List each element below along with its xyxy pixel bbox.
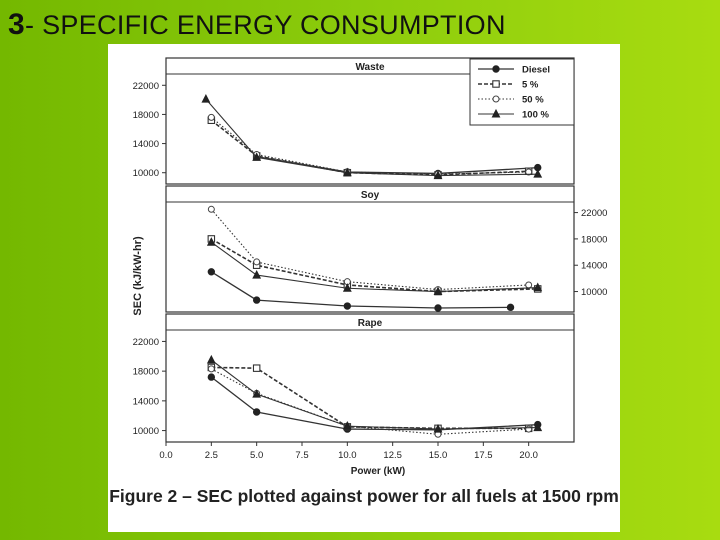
legend-marker [492, 95, 500, 103]
rape-series-100-point [252, 389, 262, 398]
waste-panel: Waste 10000 14000 18000 22000 Diesel 5 % 50 % 10… [133, 57, 575, 185]
soy-panel-title: Soy [361, 190, 380, 201]
waste-series-100-point [342, 167, 352, 177]
waste-series-50-point [207, 113, 215, 121]
sec-chart: SEC (kJ/kW-hr) Power (kW) Waste 10000 1400… [132, 57, 607, 477]
rape-panel-frame [165, 313, 575, 443]
x-tick-label: 10.0 [338, 450, 357, 461]
waste-y-tick-label: 22000 [133, 81, 159, 92]
legend: Diesel 5 % 50 % 100 % [469, 58, 575, 126]
rape-series-5-point [252, 364, 261, 372]
soy-series-50-point [207, 205, 215, 213]
soy-series-diesel-point [207, 268, 216, 276]
x-tick-label: 5.0 [250, 450, 263, 461]
slide-title: 3- SPECIFIC ENERGY CONSUMPTION [8, 8, 506, 42]
x-tick-label: 17.5 [474, 450, 493, 461]
waste-series-100-point [533, 169, 543, 178]
waste-series-100-point [433, 170, 443, 180]
slide-title-text: - SPECIFIC ENERGY CONSUMPTION [25, 10, 506, 40]
rape-series-100-point [533, 422, 543, 432]
waste-series-100-point [201, 94, 211, 103]
rape-series-100-point [433, 423, 443, 433]
soy-panel-frame [165, 185, 575, 313]
soy-series-100-point [342, 283, 352, 292]
slide-title-number: 3 [8, 8, 25, 41]
soy-panel: Soy 10000 14000 18000 22000 [165, 185, 607, 313]
soy-y-tick-label: 18000 [581, 234, 607, 245]
legend-entry: 5 % [522, 80, 539, 91]
soy-series-diesel-point [343, 302, 352, 310]
soy-y-tick-label: 14000 [581, 261, 607, 272]
x-tick-label: 7.5 [295, 450, 308, 461]
x-axis-label: Power (kW) [351, 466, 405, 477]
soy-y-tick-label: 10000 [581, 287, 607, 298]
waste-series-5-line [210, 119, 529, 176]
waste-panel-title: Waste [355, 62, 385, 73]
legend-entry: Diesel [522, 65, 550, 76]
waste-series-100-point [252, 152, 262, 161]
rape-panel-title: Rape [358, 318, 383, 329]
legend-marker [491, 108, 501, 118]
x-tick-label: 12.5 [383, 450, 402, 461]
soy-y-tick-label: 22000 [581, 208, 607, 219]
x-tick-label: 0.0 [159, 450, 172, 461]
figure-caption: Figure 2 – SEC plotted against power for… [109, 486, 619, 506]
x-tick-label: 2.5 [205, 450, 218, 461]
rape-series-diesel-point [207, 373, 216, 381]
rape-series-50-point [525, 425, 533, 433]
rape-series-100-point [206, 354, 216, 364]
soy-series-diesel-point [506, 303, 515, 312]
rape-series-50-point [207, 365, 215, 373]
soy-series-diesel-point [434, 304, 442, 312]
rape-y-tick-label: 22000 [133, 337, 159, 348]
legend-marker [492, 65, 500, 73]
legend-marker [492, 80, 500, 88]
rape-series-diesel-point [252, 408, 261, 416]
rape-panel: Rape 10000 14000 18000 22000 [133, 313, 575, 443]
rape-series-100-point [342, 421, 352, 430]
waste-y-tick-label: 18000 [133, 110, 159, 121]
soy-series-100-point [433, 286, 443, 296]
waste-series-50-point [525, 168, 533, 176]
y-axis-label: SEC (kJ/kW-hr) [132, 236, 144, 316]
x-tick-label: 15.0 [429, 450, 448, 461]
rape-y-tick-label: 14000 [133, 396, 159, 407]
soy-series-50-point [525, 281, 533, 289]
waste-y-tick-label: 10000 [133, 168, 159, 179]
soy-series-100-point [252, 270, 262, 279]
legend-entry: 100 % [522, 110, 549, 121]
soy-series-100-point [533, 282, 543, 292]
rape-y-tick-label: 10000 [133, 426, 159, 437]
soy-series-diesel-point [252, 296, 261, 304]
rape-y-tick-label: 18000 [133, 367, 159, 378]
legend-entry: 50 % [522, 95, 544, 106]
x-tick-label: 20.0 [519, 450, 538, 461]
waste-y-tick-label: 14000 [133, 139, 159, 150]
figure-panel: SEC (kJ/kW-hr) Power (kW) Waste 10000 1400… [108, 44, 620, 532]
soy-series-50-point [253, 258, 261, 266]
soy-series-100-point [206, 237, 216, 246]
